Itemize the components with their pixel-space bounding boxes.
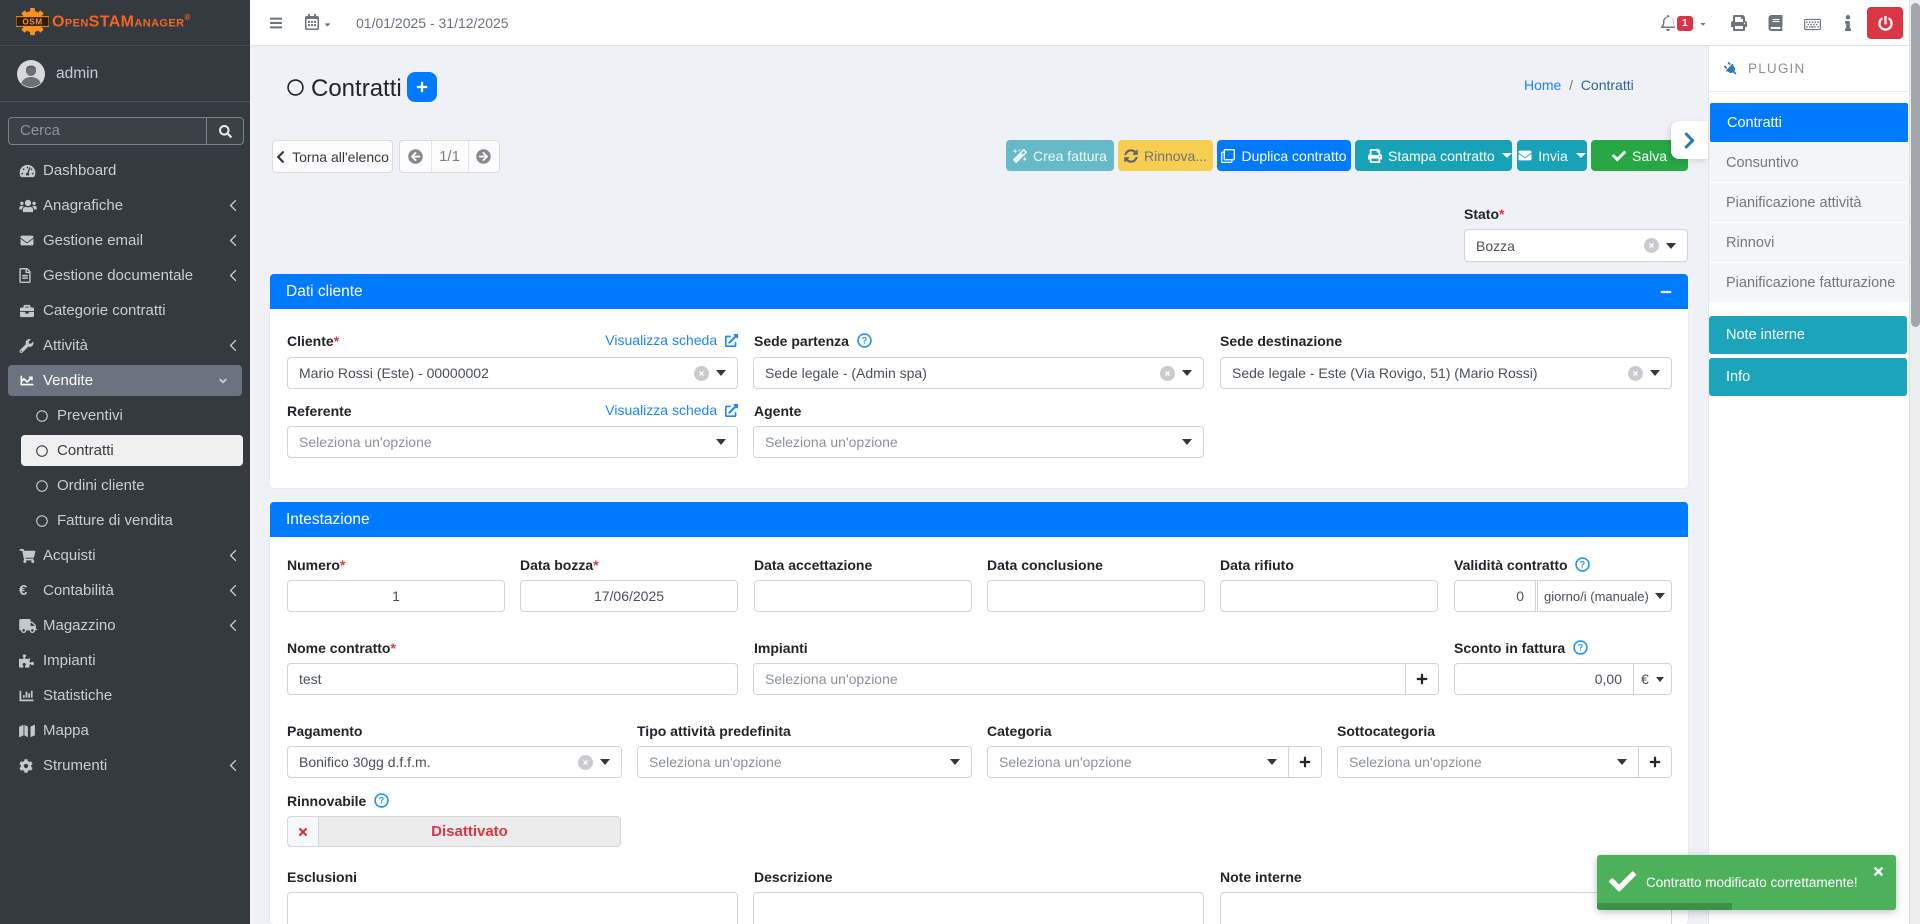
svg-text:?: ? [1580,560,1585,570]
svg-text:?: ? [379,796,384,806]
svg-text:?: ? [1578,643,1583,653]
svg-text:?: ? [862,336,867,346]
svg-text:OSM: OSM [22,17,42,26]
